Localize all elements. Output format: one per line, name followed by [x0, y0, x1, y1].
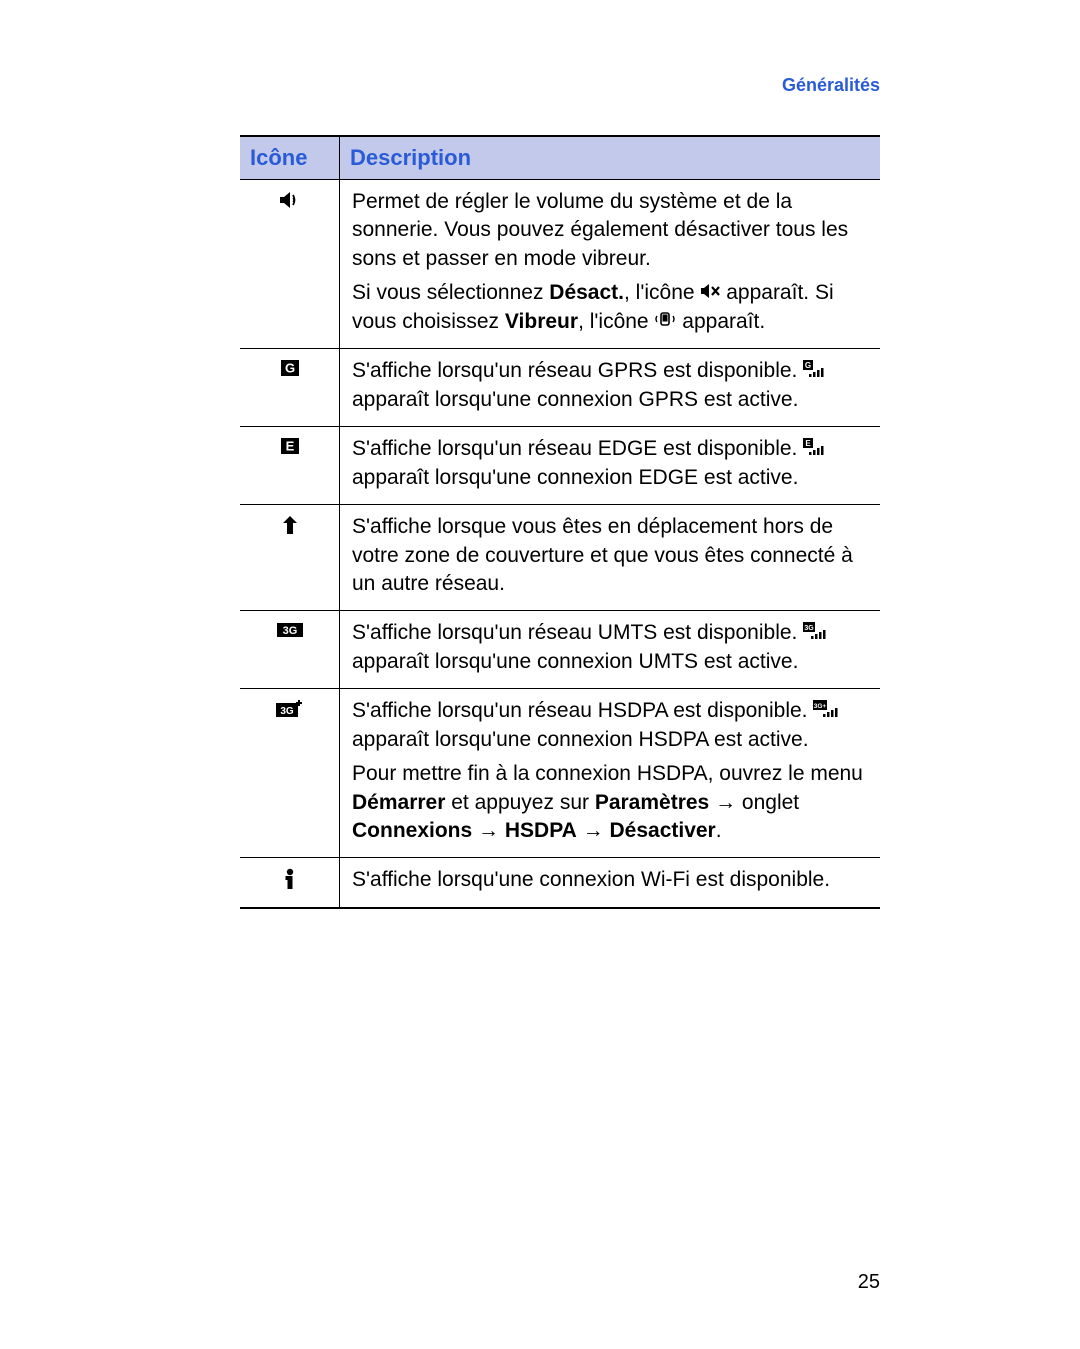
icon-cell: G: [240, 349, 340, 426]
description-cell: S'affiche lorsque vous êtes en déplaceme…: [340, 505, 880, 610]
table-header-row: Icône Description: [240, 137, 880, 180]
table-row: 3G S'affiche lorsqu'un réseau HSDPA est d…: [240, 689, 880, 858]
edge-badge-icon: E: [280, 437, 300, 460]
column-header-description: Description: [340, 137, 880, 179]
svg-text:G: G: [805, 361, 811, 370]
vibrate-icon: [654, 308, 676, 336]
table-row: GS'affiche lorsqu'un réseau GPRS est dis…: [240, 349, 880, 427]
wifi-info-icon: [283, 868, 297, 895]
volume-icon: [279, 190, 301, 215]
icons-table: Icône Description Permet de régler le vo…: [240, 135, 880, 909]
icon-cell: 3G: [240, 689, 340, 857]
icon-cell: [240, 180, 340, 348]
gprs-signal-icon: G: [803, 358, 825, 386]
icon-cell: E: [240, 427, 340, 504]
table-row: S'affiche lorsqu'une connexion Wi-Fi est…: [240, 858, 880, 906]
description-cell: Permet de régler le volume du système et…: [340, 180, 880, 348]
section-header-link: Généralités: [782, 75, 880, 96]
svg-text:3G+: 3G+: [814, 703, 827, 710]
hsdpa-signal-icon: 3G+: [813, 698, 839, 726]
table-row: Permet de régler le volume du système et…: [240, 180, 880, 349]
hsdpa-badge-icon: 3G: [275, 699, 305, 724]
description-text: S'affiche lorsqu'un réseau UMTS est disp…: [352, 619, 868, 676]
gprs-badge-icon: G: [280, 359, 300, 382]
svg-text:G: G: [284, 361, 294, 376]
umts-signal-icon: 3G: [803, 620, 827, 648]
description-text: S'affiche lorsqu'un réseau GPRS est disp…: [352, 357, 868, 414]
description-text: S'affiche lorsque vous êtes en déplaceme…: [352, 513, 868, 598]
icon-cell: [240, 505, 340, 610]
page-number: 25: [858, 1271, 880, 1294]
description-cell: S'affiche lorsqu'une connexion Wi-Fi est…: [340, 858, 880, 906]
table-row: 3GS'affiche lorsqu'un réseau UMTS est di…: [240, 611, 880, 689]
roaming-icon: [281, 515, 299, 540]
description-text: Permet de régler le volume du système et…: [352, 188, 868, 273]
description-cell: S'affiche lorsqu'un réseau HSDPA est dis…: [340, 689, 880, 857]
mute-icon: [700, 279, 720, 307]
description-text: S'affiche lorsqu'un réseau HSDPA est dis…: [352, 697, 868, 754]
table-row: S'affiche lorsque vous êtes en déplaceme…: [240, 505, 880, 611]
icon-cell: [240, 858, 340, 906]
table-row: ES'affiche lorsqu'un réseau EDGE est dis…: [240, 427, 880, 505]
description-cell: S'affiche lorsqu'un réseau GPRS est disp…: [340, 349, 880, 426]
description-cell: S'affiche lorsqu'un réseau EDGE est disp…: [340, 427, 880, 504]
svg-text:3G: 3G: [805, 625, 815, 632]
svg-text:E: E: [285, 439, 294, 454]
icon-cell: 3G: [240, 611, 340, 688]
description-text: S'affiche lorsqu'une connexion Wi-Fi est…: [352, 866, 868, 894]
description-cell: S'affiche lorsqu'un réseau UMTS est disp…: [340, 611, 880, 688]
description-text: Pour mettre fin à la connexion HSDPA, ou…: [352, 760, 868, 845]
edge-signal-icon: E: [803, 436, 825, 464]
umts-badge-icon: 3G: [276, 621, 304, 644]
description-text: Si vous sélectionnez Désact., l'icône ap…: [352, 279, 868, 336]
column-header-icon: Icône: [240, 137, 340, 179]
svg-text:3G: 3G: [282, 625, 297, 637]
svg-text:E: E: [806, 439, 812, 448]
svg-text:3G: 3G: [280, 706, 294, 717]
description-text: S'affiche lorsqu'un réseau EDGE est disp…: [352, 435, 868, 492]
